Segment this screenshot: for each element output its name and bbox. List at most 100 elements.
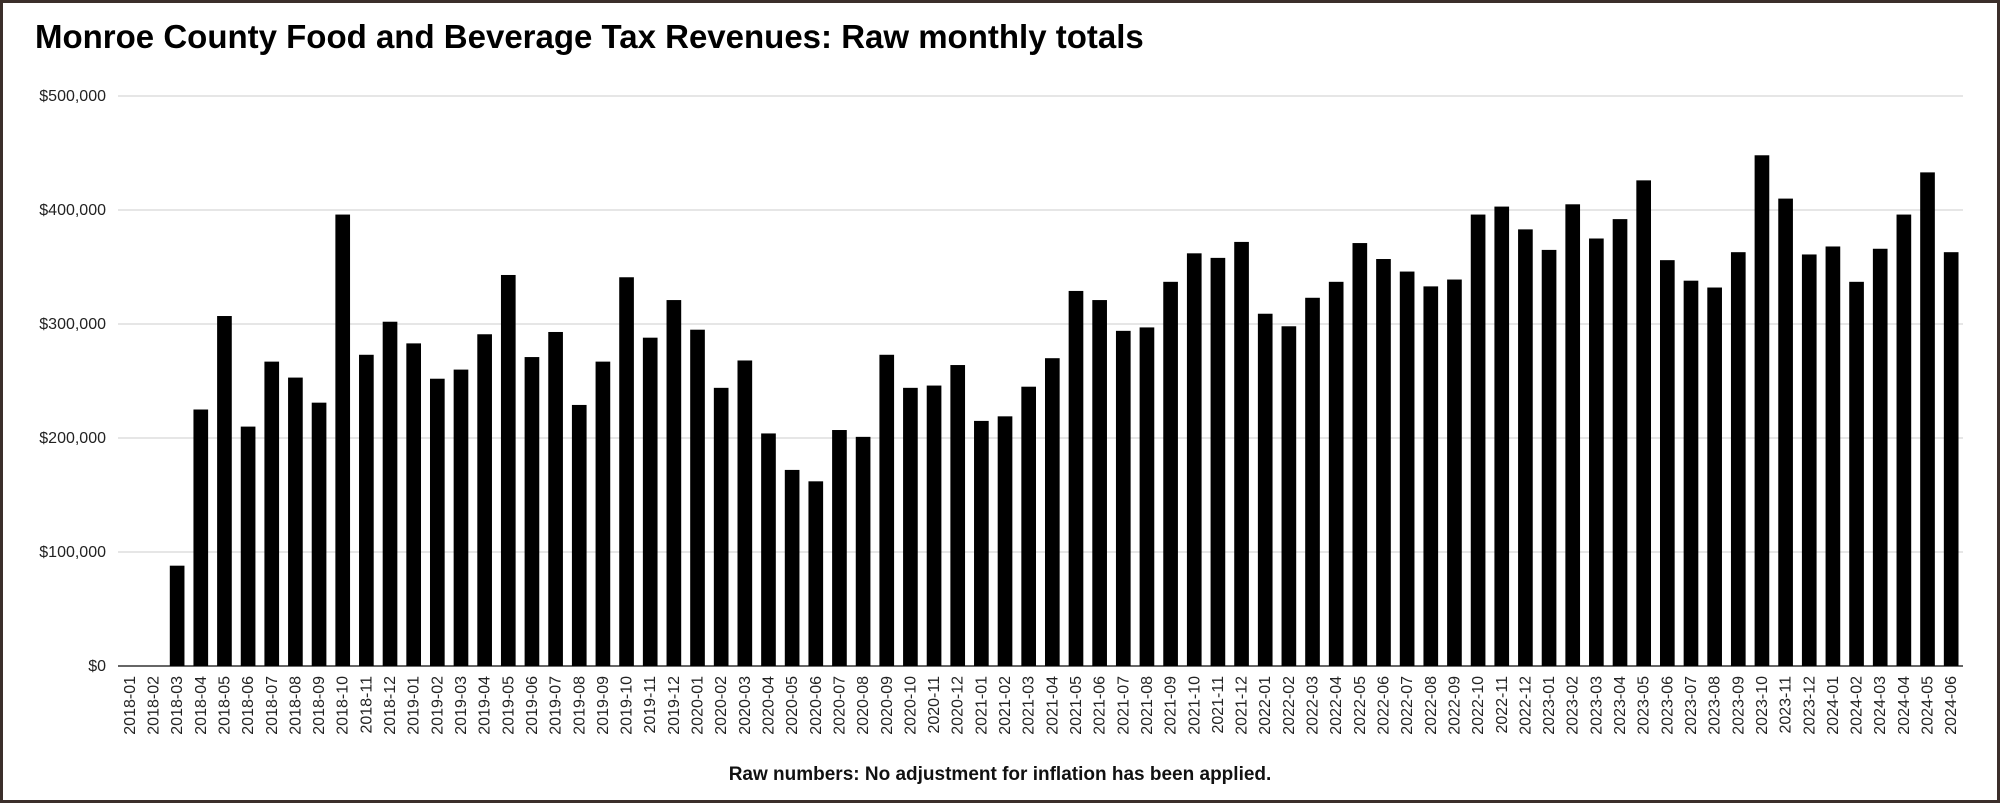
bar-2020-01 — [690, 329, 705, 666]
bar-2022-04 — [1328, 281, 1344, 666]
x-tick-label: 2022-06 — [1375, 676, 1392, 735]
bar-2024-02 — [1849, 281, 1864, 666]
bar-2022-12 — [1518, 229, 1533, 666]
bar-2019-05 — [500, 274, 516, 666]
bar-2019-08 — [571, 404, 587, 666]
x-tick-label: 2024-03 — [1872, 676, 1889, 735]
x-tick-label: 2020-12 — [950, 676, 967, 735]
bar-2022-01 — [1257, 313, 1273, 666]
x-tick-label: 2020-08 — [855, 676, 872, 735]
x-tick-label: 2021-09 — [1163, 676, 1180, 735]
bar-2020-08 — [855, 436, 871, 666]
x-tick-label: 2020-05 — [784, 676, 801, 735]
bar-2018-11 — [359, 354, 374, 666]
bar-2019-09 — [595, 361, 611, 666]
x-tick-label: 2018-08 — [287, 676, 304, 735]
x-tick-label: 2018-12 — [382, 676, 399, 735]
x-tick-label: 2019-01 — [406, 676, 423, 735]
x-tick-label: 2019-06 — [524, 676, 541, 735]
x-tick-label: 2023-04 — [1612, 676, 1629, 735]
bar-2020-03 — [737, 360, 753, 666]
bar-2019-07 — [548, 331, 563, 666]
x-tick-label: 2020-07 — [831, 676, 848, 735]
bar-2023-02 — [1565, 204, 1581, 667]
bar-2019-01 — [406, 343, 422, 666]
x-tick-label: 2022-10 — [1470, 676, 1487, 735]
bar-2022-02 — [1281, 326, 1297, 666]
x-tick-label: 2019-04 — [477, 676, 494, 735]
bar-2023-05 — [1636, 180, 1652, 667]
bar-2021-10 — [1186, 253, 1202, 666]
bar-2021-05 — [1068, 290, 1084, 666]
x-tick-label: 2023-03 — [1588, 676, 1605, 735]
bar-2021-03 — [1021, 386, 1037, 666]
x-tick-label: 2023-06 — [1659, 676, 1676, 735]
x-tick-label: 2024-04 — [1896, 676, 1913, 735]
x-tick-label: 2023-12 — [1801, 676, 1818, 735]
x-tick-label: 2022-04 — [1328, 676, 1345, 735]
bar-2018-03 — [169, 565, 185, 666]
y-tick-label: $100,000 — [39, 544, 106, 561]
x-tick-label: 2021-05 — [1068, 676, 1085, 735]
bar-2024-03 — [1872, 248, 1888, 666]
bar-2018-08 — [288, 377, 303, 666]
bar-2018-10 — [335, 214, 351, 666]
x-tick-label: 2019-03 — [453, 676, 470, 735]
bar-2021-06 — [1092, 300, 1107, 666]
bar-2023-12 — [1801, 254, 1817, 666]
bar-2020-12 — [950, 365, 966, 666]
bar-2020-07 — [832, 430, 847, 666]
x-tick-label: 2022-07 — [1399, 676, 1416, 735]
bar-2023-03 — [1589, 238, 1604, 666]
bar-2021-01 — [974, 420, 989, 666]
bar-2020-02 — [713, 387, 729, 666]
bar-2023-08 — [1707, 287, 1722, 666]
x-tick-label: 2022-02 — [1281, 676, 1298, 735]
x-tick-label: 2018-02 — [145, 676, 162, 735]
y-axis-labels: $0 $100,000 $200,000 $300,000 $400,000 $500,0… — [39, 88, 106, 675]
x-tick-label: 2023-07 — [1683, 676, 1700, 735]
x-tick-label: 2021-06 — [1092, 676, 1109, 735]
x-tick-label: 2020-02 — [713, 676, 730, 735]
x-tick-label: 2021-03 — [1021, 676, 1038, 735]
bar-2023-09 — [1730, 252, 1746, 666]
x-tick-label: 2018-11 — [358, 676, 375, 734]
bar-2021-08 — [1139, 327, 1155, 666]
x-tick-label: 2023-09 — [1730, 676, 1747, 735]
x-tick-label: 2020-10 — [902, 676, 919, 735]
x-tick-label: 2022-11 — [1494, 676, 1511, 734]
x-tick-label: 2022-09 — [1446, 676, 1463, 735]
x-tick-label: 2021-12 — [1234, 676, 1251, 735]
bar-2018-04 — [193, 409, 209, 666]
bar-2021-02 — [997, 416, 1013, 666]
gridlines — [118, 95, 1963, 667]
x-tick-label: 2024-05 — [1920, 676, 1937, 735]
bar-2022-03 — [1305, 297, 1320, 666]
x-tick-label: 2021-11 — [1210, 676, 1227, 734]
bar-2022-06 — [1376, 259, 1391, 666]
bar-2022-08 — [1423, 286, 1439, 666]
bar-2022-07 — [1399, 271, 1415, 666]
y-tick-label: $300,000 — [39, 316, 106, 333]
x-tick-label: 2019-08 — [571, 676, 588, 735]
x-tick-label: 2022-08 — [1423, 676, 1440, 735]
x-tick-label: 2019-05 — [500, 676, 517, 735]
x-tick-label: 2021-04 — [1044, 676, 1061, 735]
bar-2022-05 — [1352, 243, 1368, 666]
bar-2023-07 — [1683, 280, 1699, 666]
bar-2022-10 — [1470, 214, 1486, 666]
x-tick-label: 2019-10 — [619, 676, 636, 735]
x-tick-label: 2019-07 — [548, 676, 565, 735]
x-tick-label: 2022-01 — [1257, 676, 1274, 735]
bar-2023-01 — [1541, 249, 1557, 666]
bar-2023-10 — [1754, 155, 1770, 666]
x-tick-label: 2022-12 — [1517, 676, 1534, 735]
x-tick-label: 2019-11 — [642, 676, 659, 734]
x-tick-label: 2024-06 — [1943, 676, 1960, 735]
x-tick-label: 2020-04 — [760, 676, 777, 735]
x-tick-label: 2018-03 — [169, 676, 186, 735]
bar-2018-09 — [311, 402, 327, 666]
bar-2024-01 — [1825, 246, 1841, 667]
bar-2024-04 — [1896, 214, 1912, 666]
